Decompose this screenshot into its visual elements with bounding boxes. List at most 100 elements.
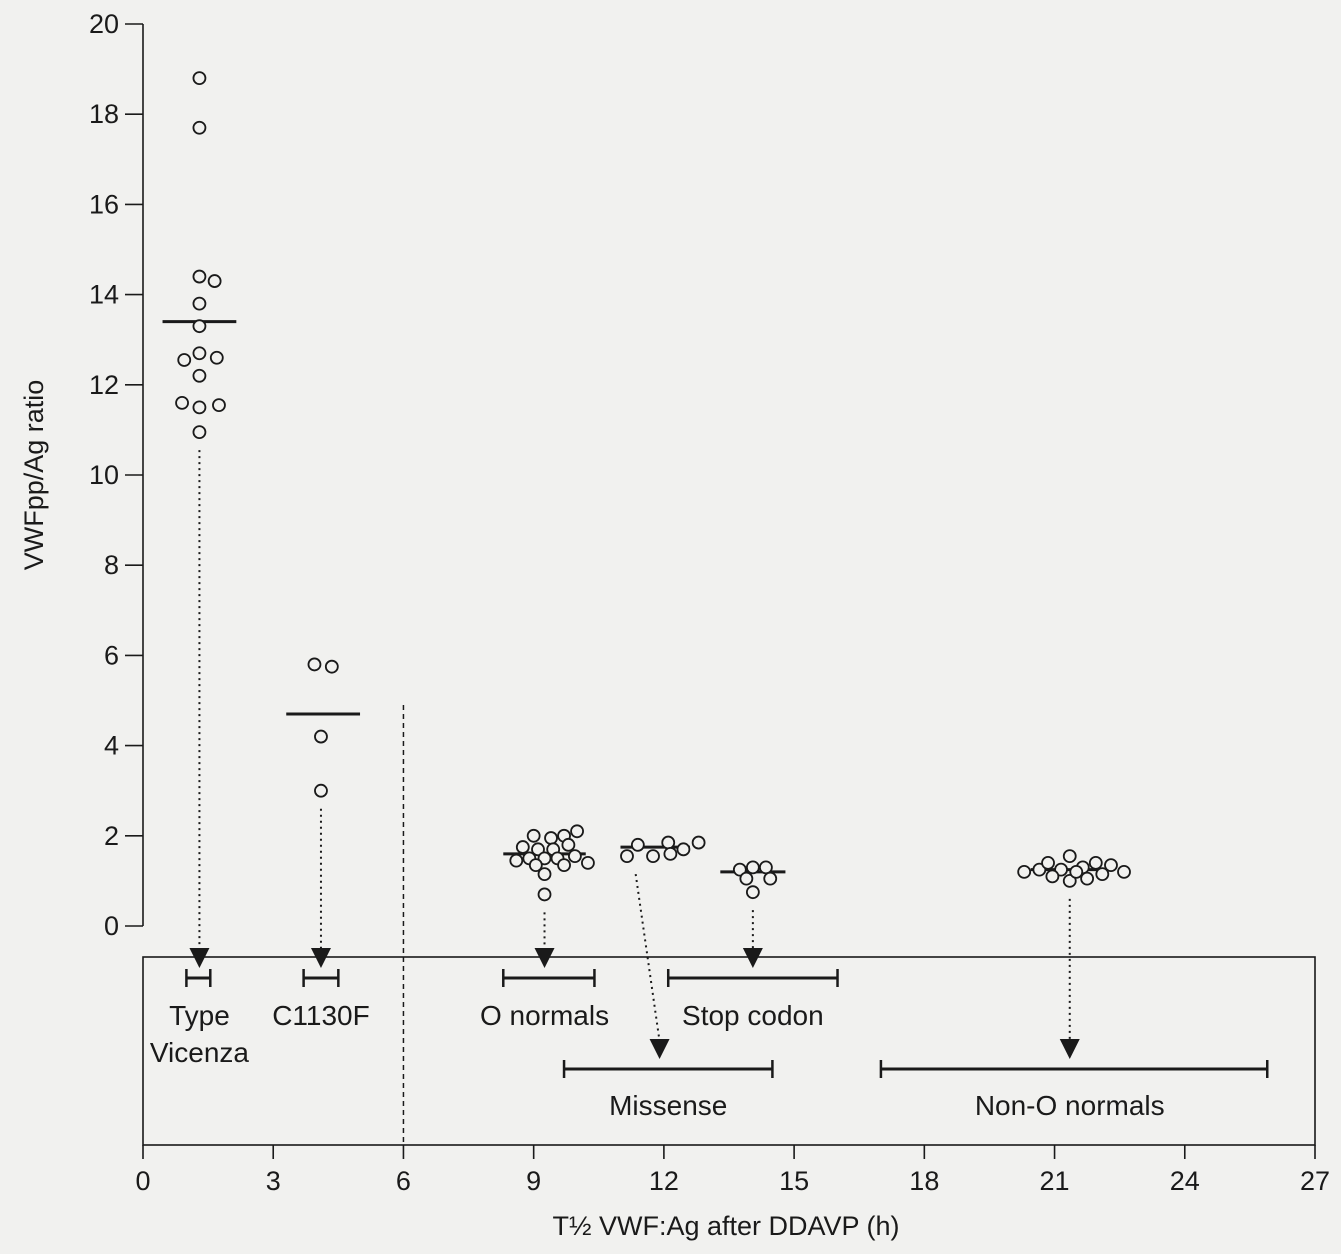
arrowhead: [1059, 1039, 1080, 1059]
data-point: [646, 849, 660, 863]
group-label: Type: [169, 1000, 230, 1031]
data-point: [1095, 867, 1110, 882]
group-label: O normals: [480, 1000, 609, 1031]
data-point: [192, 400, 207, 415]
series-missense: Missense: [562, 835, 774, 1121]
group-label: Stop codon: [682, 1000, 824, 1031]
series-type-vicenza: Type Vicenza: [150, 71, 250, 1068]
group-label: Missense: [609, 1090, 727, 1121]
x-tick-label: 3: [266, 1166, 281, 1196]
data-point: [1062, 849, 1077, 863]
data-point: [739, 871, 754, 886]
pointer-line: [634, 873, 661, 1042]
group-label: Vicenza: [150, 1037, 250, 1068]
data-point: [192, 296, 207, 311]
data-point: [192, 269, 207, 284]
y-tick-label: 2: [104, 821, 119, 851]
series-o-normals: O normals: [480, 824, 609, 1031]
data-point: [1080, 871, 1095, 886]
data-point: [1104, 858, 1118, 873]
x-tick-label: 24: [1170, 1166, 1200, 1196]
data-point: [192, 120, 207, 135]
data-point: [544, 831, 558, 845]
data-point: [763, 871, 778, 886]
data-point: [207, 274, 222, 288]
data-point: [192, 346, 207, 361]
data-point: [663, 846, 678, 861]
group-label: Non-O normals: [975, 1090, 1165, 1121]
x-tick-label: 12: [649, 1166, 679, 1196]
data-point: [661, 835, 676, 850]
x-tick-label: 21: [1040, 1166, 1070, 1196]
data-point: [745, 860, 760, 875]
data-point: [175, 395, 189, 410]
data-point: [314, 783, 328, 798]
y-tick-label: 16: [89, 189, 119, 219]
data-point: [745, 885, 760, 900]
x-tick-label: 9: [526, 1166, 541, 1196]
data-point: [581, 855, 595, 870]
y-tick-label: 10: [89, 460, 119, 490]
data-point: [192, 368, 207, 383]
data-point: [314, 729, 328, 744]
x-axis-title: T½ VWF:Ag after DDAVP (h): [552, 1211, 899, 1241]
arrowhead: [534, 948, 555, 968]
data-point: [1088, 855, 1103, 870]
y-ticks: 0 2 4 6 8 10 12 14 16 18 20: [89, 9, 143, 941]
data-point: [537, 887, 552, 902]
x-tick-label: 0: [135, 1166, 150, 1196]
data-point: [570, 824, 584, 839]
group-range-panel: [142, 956, 1316, 1146]
data-point: [561, 837, 576, 852]
data-point: [324, 659, 339, 674]
data-point: [528, 858, 543, 873]
data-point: [568, 849, 582, 863]
y-tick-label: 12: [89, 370, 119, 400]
arrowhead: [742, 948, 763, 968]
data-point: [212, 398, 226, 412]
y-axis-title: VWFpp/Ag ratio: [19, 380, 49, 571]
data-point: [1045, 869, 1060, 884]
y-tick-label: 8: [104, 550, 119, 580]
data-point: [209, 350, 224, 365]
arrowhead: [310, 948, 331, 968]
data-point: [526, 828, 541, 843]
data-point: [732, 862, 747, 877]
data-point: [192, 71, 207, 86]
y-tick-label: 6: [104, 640, 119, 670]
data-point: [509, 853, 524, 868]
x-ticks: 0 3 6 9 12 15 18 21 24 27: [135, 1145, 1330, 1196]
data-point: [177, 353, 192, 367]
data-point: [630, 837, 645, 852]
data-point: [557, 858, 571, 873]
x-tick-label: 27: [1300, 1166, 1330, 1196]
arrowhead: [649, 1039, 670, 1059]
y-tick-label: 18: [89, 99, 119, 129]
data-point: [192, 319, 207, 334]
x-tick-label: 6: [396, 1166, 411, 1196]
data-point: [620, 849, 634, 863]
y-tick-label: 20: [89, 9, 119, 39]
x-tick-label: 18: [909, 1166, 939, 1196]
data-layer: Type Vicenza C1130F O normals Missense Stop c…: [150, 71, 1269, 1121]
series-stop-codon: Stop codon: [666, 860, 839, 1031]
data-point: [758, 860, 773, 875]
x-tick-label: 15: [779, 1166, 809, 1196]
data-point: [1069, 864, 1084, 879]
y-tick-label: 0: [104, 911, 119, 941]
data-point: [691, 835, 706, 850]
y-tick-label: 14: [89, 280, 119, 310]
data-point: [1062, 874, 1077, 888]
data-point: [307, 657, 322, 672]
data-point: [1041, 855, 1055, 870]
y-tick-label: 4: [104, 731, 119, 761]
data-point: [676, 842, 691, 857]
series-non-o-normals: Non-O normals: [879, 849, 1269, 1121]
group-label: C1130F: [272, 1000, 370, 1031]
series-c1130f: C1130F: [272, 657, 370, 1031]
data-point: [1017, 864, 1032, 879]
data-point: [531, 842, 545, 857]
data-point: [192, 425, 207, 440]
